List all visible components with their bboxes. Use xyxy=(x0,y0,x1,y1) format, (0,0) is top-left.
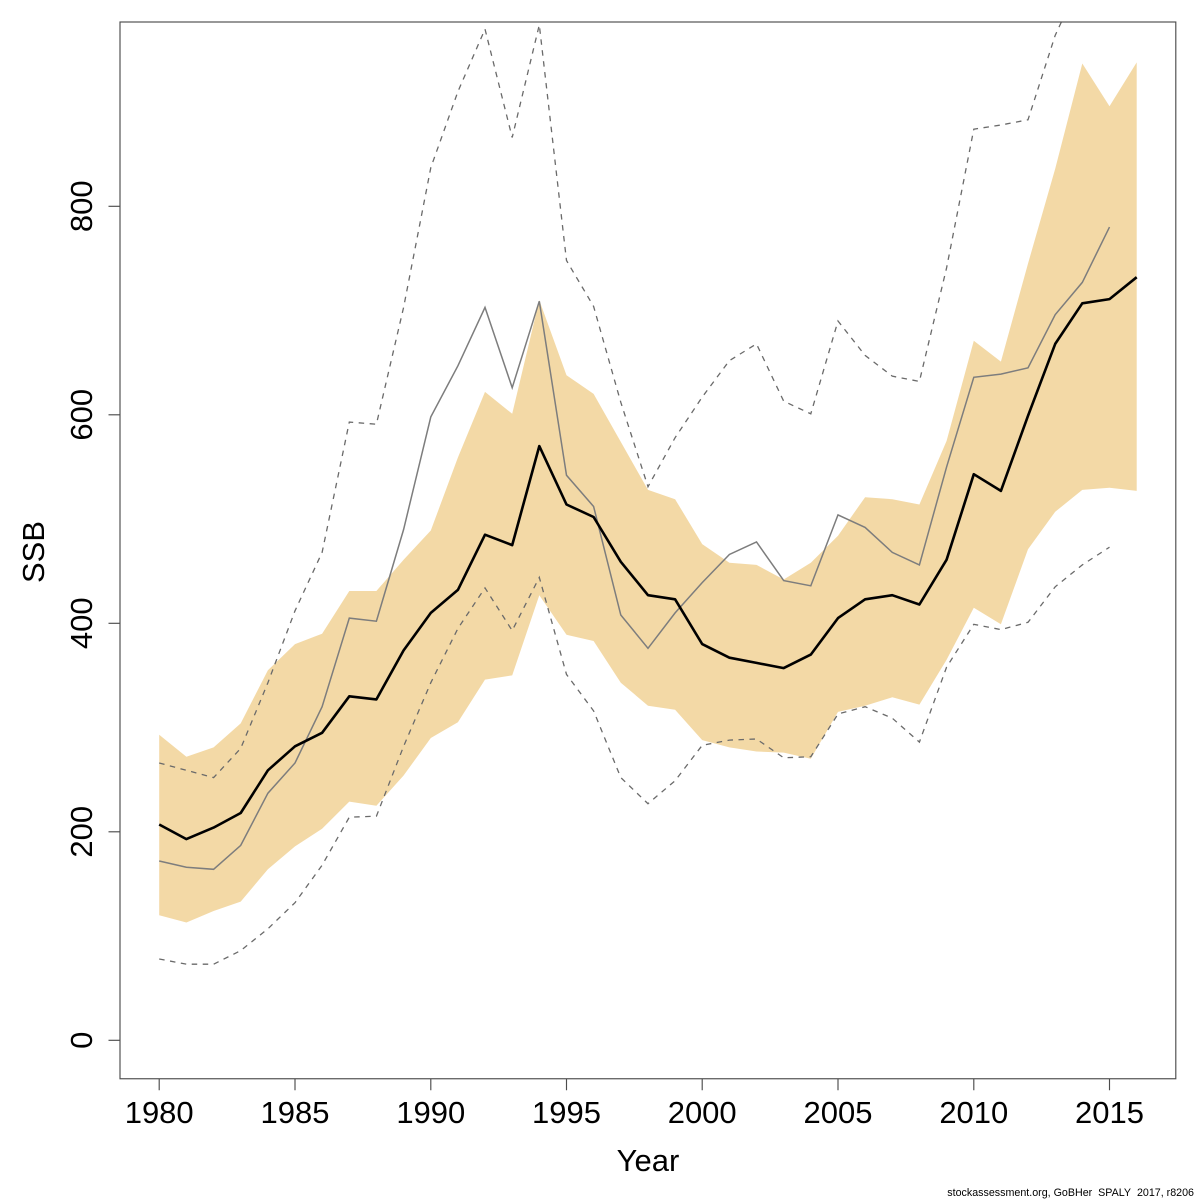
svg-text:200: 200 xyxy=(64,806,99,858)
svg-text:2010: 2010 xyxy=(939,1095,1008,1130)
svg-text:SSB: SSB xyxy=(16,521,51,583)
svg-text:400: 400 xyxy=(64,597,99,649)
svg-text:1990: 1990 xyxy=(396,1095,465,1130)
svg-text:2015: 2015 xyxy=(1075,1095,1144,1130)
svg-text:800: 800 xyxy=(64,180,99,232)
svg-text:2005: 2005 xyxy=(804,1095,873,1130)
svg-text:0: 0 xyxy=(64,1032,99,1049)
svg-text:1995: 1995 xyxy=(532,1095,601,1130)
svg-text:600: 600 xyxy=(64,389,99,441)
svg-text:Year: Year xyxy=(617,1143,680,1178)
svg-text:1985: 1985 xyxy=(261,1095,330,1130)
svg-text:stockassessment.org, GoBHer S: stockassessment.org, GoBHer SPALY 2017, … xyxy=(947,1187,1194,1199)
svg-text:2000: 2000 xyxy=(668,1095,737,1130)
svg-text:1980: 1980 xyxy=(125,1095,194,1130)
